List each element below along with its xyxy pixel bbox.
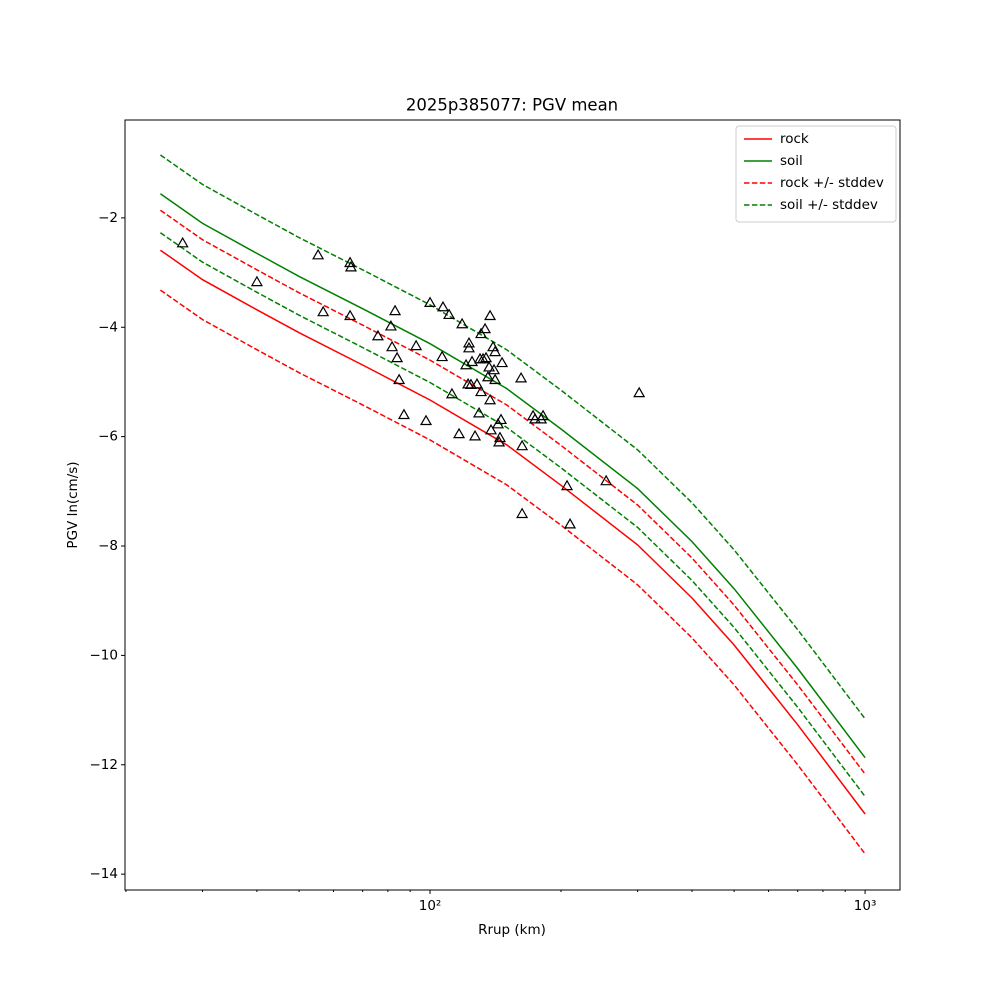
data-point xyxy=(484,393,497,405)
data-point xyxy=(436,350,449,362)
data-point xyxy=(410,339,423,351)
data-point xyxy=(470,377,484,389)
data-point xyxy=(563,517,577,529)
data-point xyxy=(633,386,646,398)
data-point xyxy=(389,304,402,316)
x-tick-label: 10³ xyxy=(854,898,877,914)
axes-frame xyxy=(124,119,901,891)
data-point xyxy=(443,308,456,320)
data-point xyxy=(479,351,493,363)
data-point xyxy=(472,406,486,418)
data-point xyxy=(312,248,325,260)
data-point xyxy=(344,256,357,268)
legend-box xyxy=(735,125,897,223)
y-tick-label: −2 xyxy=(98,210,118,226)
data-point xyxy=(456,317,469,329)
data-point xyxy=(484,423,498,435)
series-line xyxy=(159,154,866,720)
data-point xyxy=(493,431,507,443)
series-line xyxy=(159,193,866,759)
y-tick-label: −10 xyxy=(90,647,119,663)
data-point xyxy=(479,322,492,334)
y-axis-label: PGV ln(cm/s) xyxy=(65,461,81,548)
data-point xyxy=(419,414,433,426)
data-point xyxy=(460,358,473,370)
data-point xyxy=(176,236,189,248)
legend-label: soil +/- stddev xyxy=(780,197,878,213)
data-point xyxy=(466,355,479,367)
data-point xyxy=(445,387,458,399)
y-tick-label: −12 xyxy=(90,757,119,773)
data-point xyxy=(600,474,613,486)
data-point xyxy=(436,300,450,312)
data-point xyxy=(475,385,488,397)
data-point xyxy=(477,352,490,364)
x-tick-label: 10² xyxy=(419,898,442,914)
legend-label: rock +/- stddev xyxy=(780,175,884,191)
data-point xyxy=(344,260,357,272)
data-point xyxy=(371,329,384,341)
data-point xyxy=(317,305,330,317)
y-tick-label: −8 xyxy=(98,538,118,554)
series-line xyxy=(159,232,866,797)
data-point xyxy=(537,409,550,421)
series-line xyxy=(159,249,866,815)
data-point xyxy=(393,373,406,385)
data-point xyxy=(528,412,542,424)
series-line xyxy=(159,289,866,855)
data-point xyxy=(462,336,476,348)
data-point xyxy=(397,408,410,420)
legend-label: rock xyxy=(780,131,809,147)
data-point xyxy=(484,309,497,321)
data-point xyxy=(516,439,529,451)
data-point xyxy=(384,319,397,331)
data-point xyxy=(561,479,574,491)
y-tick-label: −14 xyxy=(90,866,119,882)
series-group xyxy=(159,154,866,855)
legend: rock soil rock +/- stddev soil +/- stddev xyxy=(735,125,897,223)
data-point xyxy=(423,296,437,308)
data-point xyxy=(489,373,502,385)
x-axis-label: Rrup (km) xyxy=(478,922,546,938)
data-point xyxy=(496,356,509,368)
plot-area xyxy=(159,154,866,855)
data-point xyxy=(483,360,496,372)
data-point xyxy=(453,427,466,439)
y-tick-label: −6 xyxy=(98,429,118,445)
data-point xyxy=(344,309,357,321)
data-point xyxy=(250,275,263,287)
data-point xyxy=(487,363,501,375)
data-point xyxy=(469,429,482,441)
y-tick-label: −4 xyxy=(98,319,118,335)
data-point xyxy=(391,351,404,363)
chart-title: 2025p385077: PGV mean xyxy=(406,96,618,115)
data-point xyxy=(462,341,476,353)
data-point xyxy=(481,370,495,382)
data-point xyxy=(386,340,399,352)
data-point xyxy=(516,507,529,519)
data-point xyxy=(489,345,502,357)
series-line xyxy=(159,209,866,775)
legend-label: soil xyxy=(780,153,803,169)
data-point xyxy=(515,371,528,383)
data-point xyxy=(494,413,508,425)
